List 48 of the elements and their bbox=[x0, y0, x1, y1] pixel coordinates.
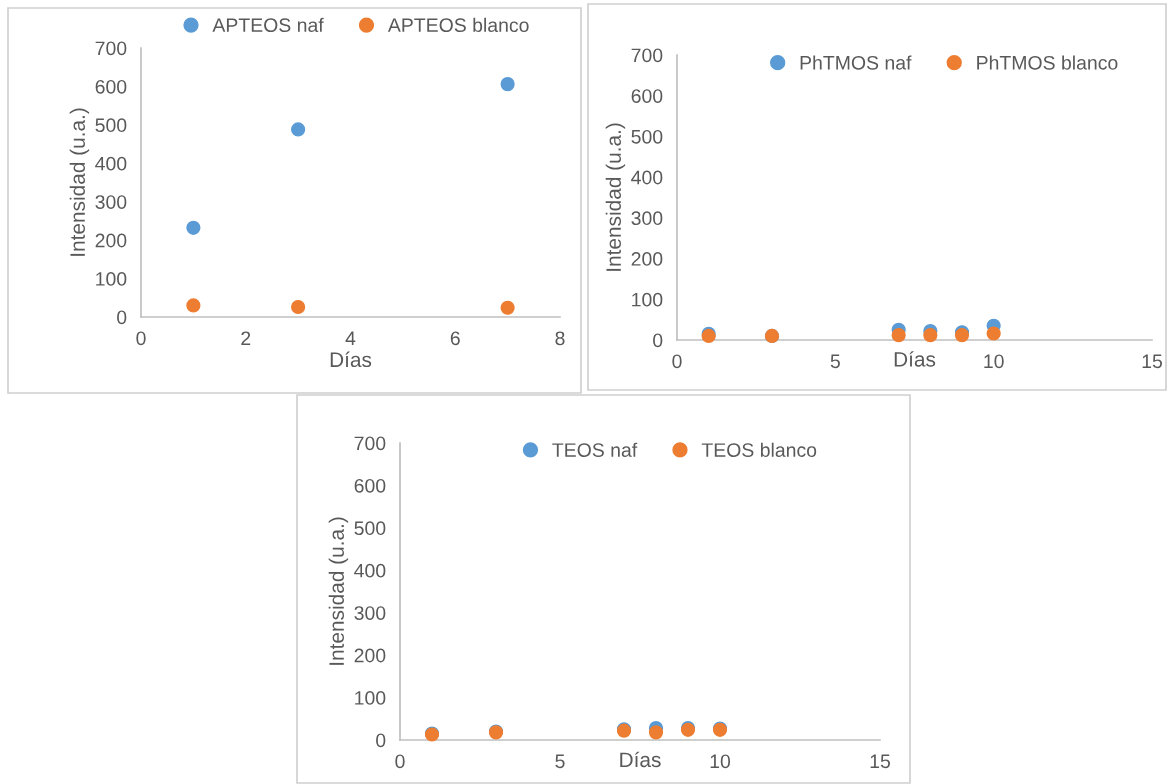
x-tick-label: 5 bbox=[830, 354, 840, 369]
x-tick-label: 10 bbox=[984, 354, 1004, 369]
x-tick-label: 15 bbox=[870, 754, 890, 769]
x-axis-title: Días bbox=[330, 351, 372, 368]
legend-label: TEOS blanco bbox=[701, 442, 817, 457]
y-tick-label: 600 bbox=[631, 89, 663, 103]
x-tick-label: 4 bbox=[345, 331, 356, 345]
y-tick-label: 100 bbox=[96, 272, 127, 286]
y-axis-title: Intensidad (u.a.) bbox=[328, 517, 349, 665]
legend-label: PhTMOS blanco bbox=[977, 55, 1118, 70]
y-tick-label: 0 bbox=[376, 733, 386, 748]
y-tick-label: 200 bbox=[354, 648, 386, 663]
y-tick-label: 100 bbox=[355, 691, 386, 705]
x-axis-title: Días bbox=[620, 751, 661, 768]
x-tick-label: 15 bbox=[1142, 354, 1162, 369]
y-tick-label: 500 bbox=[631, 129, 663, 144]
y-tick-label: 400 bbox=[354, 563, 386, 578]
y-tick-label: 300 bbox=[631, 211, 663, 226]
legend-label: PhTMOS naf bbox=[800, 55, 912, 70]
y-tick-label: 700 bbox=[95, 41, 127, 56]
legend-label: TEOS naf bbox=[552, 442, 638, 457]
y-tick-label: 500 bbox=[354, 521, 386, 536]
x-tick-label: 0 bbox=[672, 354, 682, 369]
y-tick-label: 300 bbox=[354, 606, 386, 620]
y-tick-label: 400 bbox=[631, 170, 663, 185]
y-tick-label: 0 bbox=[117, 310, 127, 325]
y-tick-label: 700 bbox=[631, 48, 663, 63]
x-tick-label: 0 bbox=[395, 754, 405, 769]
y-axis-title: Intensidad (u.a.) bbox=[69, 108, 90, 256]
x-tick-label: 6 bbox=[450, 331, 460, 346]
x-tick-label: 8 bbox=[555, 331, 565, 346]
x-axis-title: Días bbox=[894, 351, 936, 367]
y-tick-label: 200 bbox=[631, 252, 663, 266]
legend-label: APTEOS blanco bbox=[387, 17, 529, 33]
y-tick-label: 600 bbox=[95, 79, 127, 94]
y-axis-title: Intensidad (u.a.) bbox=[605, 123, 626, 271]
y-tick-label: 500 bbox=[95, 118, 127, 133]
y-tick-label: 100 bbox=[632, 292, 663, 307]
x-tick-label: 10 bbox=[710, 754, 731, 769]
x-tick-label: 5 bbox=[555, 754, 565, 769]
y-tick-label: 300 bbox=[95, 195, 127, 209]
x-tick-label: 0 bbox=[136, 331, 146, 346]
legend-label: APTEOS naf bbox=[212, 17, 324, 33]
y-tick-label: 200 bbox=[95, 233, 127, 248]
y-tick-label: 600 bbox=[354, 478, 386, 493]
y-tick-label: 700 bbox=[354, 436, 386, 451]
y-tick-label: 400 bbox=[95, 156, 127, 171]
x-tick-label: 2 bbox=[241, 331, 251, 345]
